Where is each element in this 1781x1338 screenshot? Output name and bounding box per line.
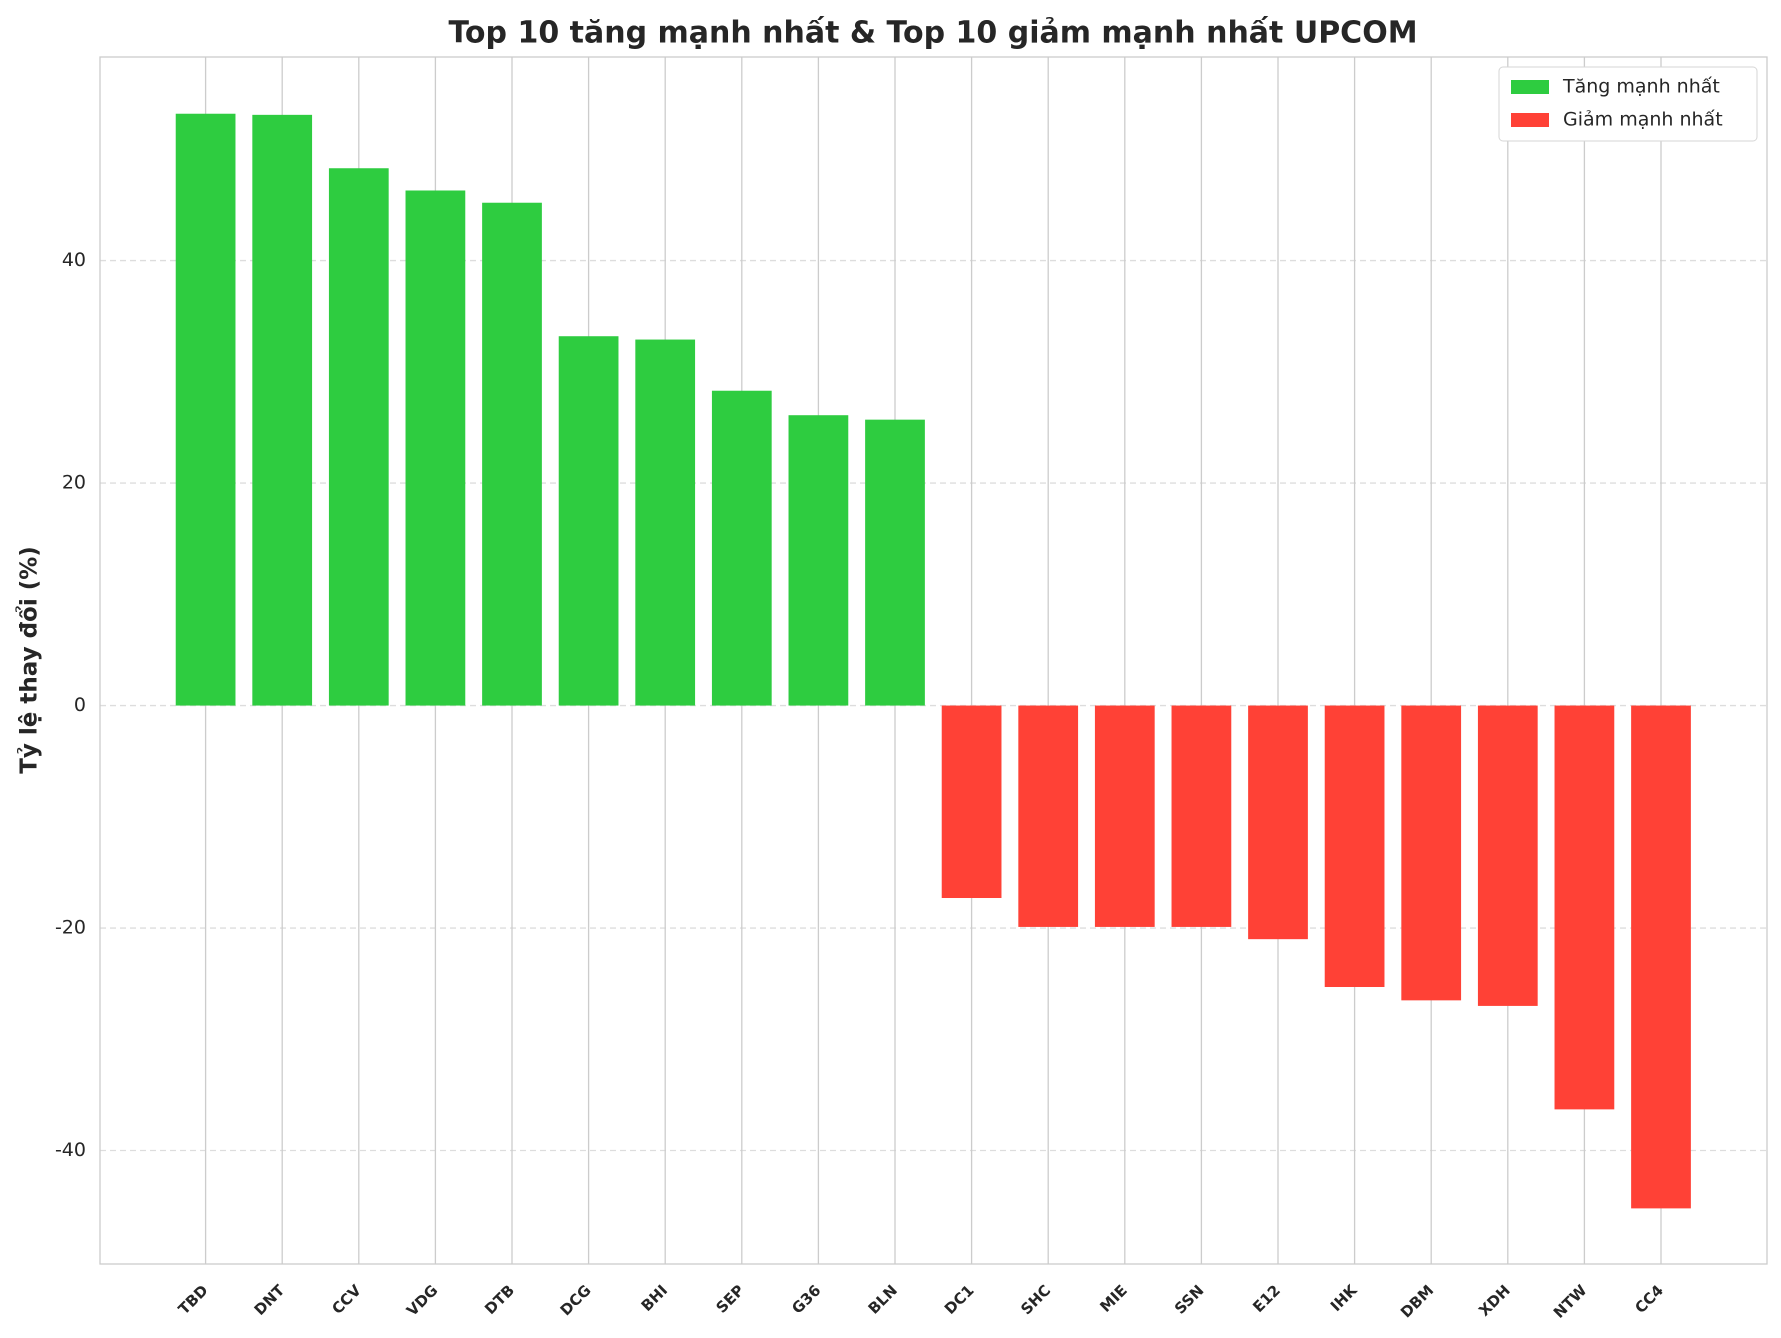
bar <box>175 113 236 706</box>
bar <box>788 415 849 706</box>
bar <box>1171 705 1232 927</box>
bar <box>711 390 772 706</box>
legend-swatch <box>1511 113 1549 127</box>
x-tick-label: BLN <box>865 1281 901 1317</box>
x-tick-label: TBD <box>175 1281 212 1318</box>
bar <box>328 168 389 706</box>
x-tick-label: SHC <box>1017 1281 1054 1318</box>
x-tick-label: CC4 <box>1631 1281 1667 1317</box>
x-tick-label: SSN <box>1171 1281 1207 1317</box>
y-tick-label: -20 <box>55 917 86 939</box>
bar <box>1401 705 1462 1001</box>
x-tick-label: G36 <box>788 1281 824 1317</box>
y-tick-label: 0 <box>74 694 86 716</box>
x-tick-label: E12 <box>1249 1281 1284 1316</box>
x-tick-label: DC1 <box>941 1281 978 1318</box>
bar <box>1631 705 1691 1209</box>
x-tick-label: DTB <box>481 1281 518 1318</box>
x-tick-label: DCG <box>557 1281 595 1319</box>
legend-box <box>1498 66 1758 142</box>
x-tick-label: NTW <box>1550 1281 1591 1322</box>
bar <box>1554 705 1615 1110</box>
x-tick-label: BHI <box>638 1281 672 1315</box>
bar <box>1477 705 1538 1006</box>
bar <box>1324 705 1385 988</box>
bar <box>252 114 313 706</box>
x-tick-label: XDH <box>1475 1281 1514 1320</box>
y-axis-label: Tỷ lệ thay đổi (%) <box>15 546 43 774</box>
legend-label: Giảm mạnh nhất <box>1563 109 1723 131</box>
bar <box>1094 705 1155 927</box>
bar <box>1248 705 1308 940</box>
y-tick-label: 40 <box>62 249 86 271</box>
x-tick-label: MIE <box>1096 1281 1130 1315</box>
chart-title: Top 10 tăng mạnh nhất & Top 10 giảm mạnh… <box>448 16 1417 51</box>
bar <box>558 336 619 706</box>
x-tick-label: DBM <box>1397 1281 1437 1321</box>
y-tick-label: -40 <box>55 1139 86 1161</box>
x-tick-label: DNT <box>251 1281 289 1319</box>
x-tick-label: SEP <box>712 1281 747 1316</box>
bar <box>941 705 1002 899</box>
legend-swatch <box>1511 80 1549 94</box>
bar <box>1018 705 1079 927</box>
y-tick-label: 20 <box>62 472 86 494</box>
bar <box>635 339 696 706</box>
bar <box>865 419 925 706</box>
x-tick-label: VDG <box>403 1281 441 1319</box>
x-tick-label: IHK <box>1327 1280 1362 1315</box>
plot-frame <box>99 56 1768 1265</box>
legend-label: Tăng mạnh nhất <box>1562 76 1720 98</box>
bar <box>482 202 542 706</box>
x-tick-label: CCV <box>328 1281 365 1318</box>
bar <box>405 190 466 706</box>
